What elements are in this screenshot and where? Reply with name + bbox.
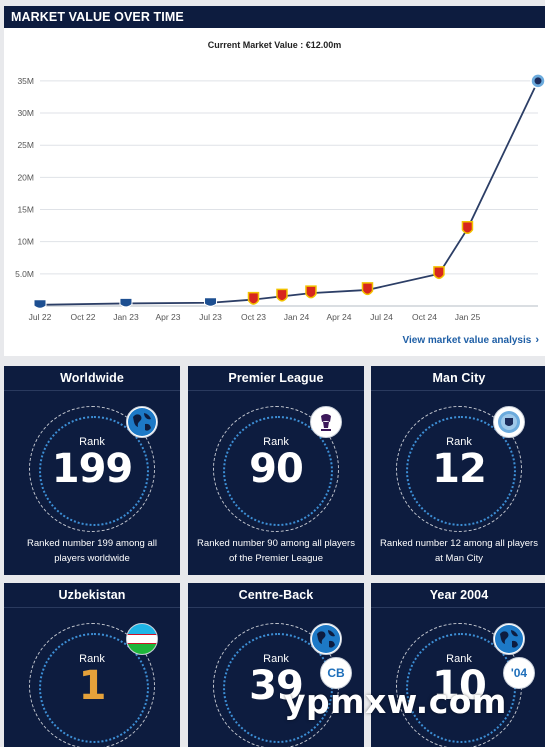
globe-icon bbox=[126, 406, 158, 438]
x-tick-label: Jul 24 bbox=[370, 312, 393, 322]
rank-value: 90 bbox=[249, 446, 304, 492]
man-city-crest-marker-inner bbox=[534, 77, 542, 85]
y-tick-label: 30M bbox=[17, 108, 34, 118]
watermark-text: ypmxw.com bbox=[284, 682, 507, 721]
chevron-right-icon: › bbox=[535, 334, 539, 346]
market-value-title: MARKET VALUE OVER TIME bbox=[11, 10, 184, 24]
market-value-header: MARKET VALUE OVER TIME bbox=[4, 6, 545, 28]
rank-ring-inner bbox=[223, 416, 333, 526]
lens-crest-marker bbox=[247, 291, 260, 305]
rank-label: Rank bbox=[446, 436, 472, 448]
card-title: Uzbekistan bbox=[4, 583, 180, 608]
card-title: Worldwide bbox=[4, 366, 180, 391]
market-value-line bbox=[39, 80, 539, 306]
rank-ring-inner bbox=[406, 416, 516, 526]
card-title: Man City bbox=[371, 366, 545, 391]
rank-label: Rank bbox=[79, 436, 105, 448]
ranking-card-year-2004[interactable]: Year 2004 Rank 10 '04 bbox=[371, 583, 545, 747]
rank-description: Ranked number 90 among all players of th… bbox=[197, 538, 355, 564]
rank-value: 1 bbox=[78, 663, 107, 709]
rank-label: Rank bbox=[79, 653, 105, 665]
view-market-value-analysis-link[interactable]: View market value analysis › bbox=[403, 334, 539, 346]
rank-label: Rank bbox=[263, 436, 289, 448]
x-tick-label: Jan 25 bbox=[455, 312, 481, 322]
ranking-card-centre-back[interactable]: Centre-Back Rank 39 CB bbox=[188, 583, 364, 747]
rank-value: 10 bbox=[432, 663, 487, 709]
y-tick-label: 15M bbox=[17, 205, 34, 215]
market-value-chart: 5.0M 10M 15M 20M 25M 30M 35M Jul 22 Oct 22 Jan 23… bbox=[15, 73, 545, 322]
uzbekistan-flag-icon bbox=[126, 623, 158, 655]
rank-value: 12 bbox=[432, 446, 487, 492]
ranking-card-uzbekistan[interactable]: Uzbekistan Rank 1 bbox=[4, 583, 180, 747]
rank-label: Rank bbox=[446, 653, 472, 665]
birth-year-badge: '04 bbox=[503, 657, 535, 689]
x-tick-label: Apr 24 bbox=[326, 312, 351, 322]
ranking-card-premier-league[interactable]: Premier League Rank 90 Ranked number 90 … bbox=[188, 366, 364, 575]
rank-ring-inner bbox=[39, 416, 149, 526]
position-badge: CB bbox=[320, 657, 352, 689]
premier-league-icon bbox=[310, 406, 342, 438]
x-tick-label: Oct 23 bbox=[241, 312, 266, 322]
card-title: Year 2004 bbox=[371, 583, 545, 608]
y-tick-label: 35M bbox=[17, 76, 34, 86]
nasaf-crest-marker bbox=[204, 297, 218, 307]
rank-ring-inner bbox=[39, 633, 149, 743]
y-tick-label: 5.0M bbox=[15, 269, 34, 279]
y-tick-label: 25M bbox=[17, 140, 34, 150]
globe-icon bbox=[310, 623, 342, 655]
ranking-card-worldwide[interactable]: Worldwide Rank 199 Ranked number 199 amo… bbox=[4, 366, 180, 575]
lens-crest-marker bbox=[305, 285, 317, 299]
card-title: Premier League bbox=[188, 366, 364, 391]
rank-label: Rank bbox=[263, 653, 289, 665]
lens-crest-marker bbox=[461, 221, 474, 235]
lens-crest-marker bbox=[276, 288, 288, 302]
view-analysis-label[interactable]: View market value analysis bbox=[402, 335, 532, 346]
man-city-crest-icon bbox=[493, 406, 525, 438]
nasaf-crest-marker bbox=[119, 297, 133, 308]
x-tick-label: Jul 22 bbox=[29, 312, 52, 322]
x-tick-label: Jul 23 bbox=[199, 312, 222, 322]
x-tick-label: Apr 23 bbox=[155, 312, 180, 322]
rank-value: 39 bbox=[249, 663, 304, 709]
rank-description: Ranked number 199 among all players worl… bbox=[27, 538, 157, 564]
nasaf-crest-marker bbox=[33, 299, 47, 309]
lens-crest-marker bbox=[361, 282, 374, 296]
lens-crest-marker bbox=[433, 266, 445, 280]
y-tick-label: 20M bbox=[17, 172, 34, 182]
market-value-panel: Current Market Value : €12.00m 5.0M 10M 15… bbox=[4, 28, 545, 356]
x-tick-label: Oct 24 bbox=[412, 312, 437, 322]
card-title: Centre-Back bbox=[188, 583, 364, 608]
rank-ring bbox=[396, 406, 522, 532]
x-tick-label: Oct 22 bbox=[70, 312, 95, 322]
rank-ring bbox=[29, 623, 155, 747]
rank-value: 199 bbox=[51, 446, 134, 492]
ranking-card-man-city[interactable]: Man City Rank 12 Ranked number 12 among … bbox=[371, 366, 545, 575]
rank-ring bbox=[29, 406, 155, 532]
x-tick-label: Jan 24 bbox=[284, 312, 310, 322]
rank-ring bbox=[213, 406, 339, 532]
rank-description: Ranked number 12 among all players at Ma… bbox=[380, 538, 538, 564]
x-tick-label: Jan 23 bbox=[113, 312, 139, 322]
globe-icon bbox=[493, 623, 525, 655]
current-market-value: Current Market Value : €12.00m bbox=[207, 40, 342, 50]
y-tick-label: 10M bbox=[17, 237, 34, 247]
